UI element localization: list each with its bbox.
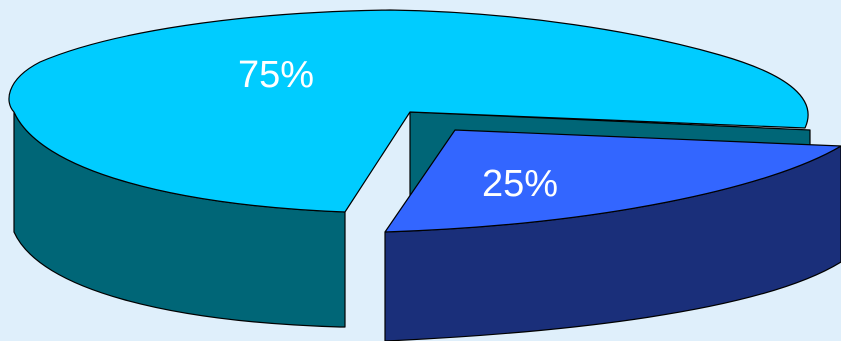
pie-slice-75-top (8, 9, 809, 213)
slice-label-75: 75% (238, 54, 314, 96)
pie-slice-25-top (384, 129, 841, 233)
pie-slice-25 (384, 129, 841, 341)
slice-label-25: 25% (482, 163, 558, 205)
